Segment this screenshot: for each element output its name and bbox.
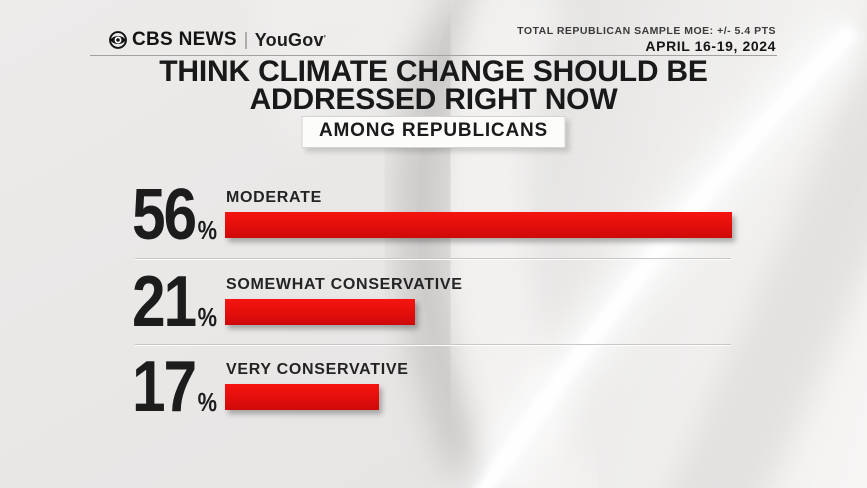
- title-line-2: ADDRESSED RIGHT NOW: [249, 83, 618, 116]
- value-label: 21 %: [132, 262, 218, 342]
- percent-sign: %: [197, 215, 218, 245]
- bar-somewhat-conservative: [225, 299, 415, 325]
- title-line-1: THINK CLIMATE CHANGE SHOULD BE: [159, 55, 708, 88]
- category-label: SOMEWHAT CONSERVATIVE: [226, 276, 463, 293]
- yougov-wordmark: YouGov: [254, 29, 324, 50]
- category-label: MODERATE: [226, 189, 322, 206]
- value-number: 21: [132, 262, 197, 342]
- row-divider: [135, 344, 731, 345]
- category-label: VERY CONSERVATIVE: [226, 361, 409, 378]
- yougov-trademark: ': [323, 34, 327, 45]
- cbs-eye-icon: [109, 31, 127, 49]
- subtitle-badge: AMONG REPUBLICANS: [301, 116, 566, 148]
- percent-sign: %: [197, 302, 218, 332]
- poll-date-range: APRIL 16-19, 2024: [645, 38, 776, 54]
- header-rule: [90, 55, 777, 56]
- page-title: THINK CLIMATE CHANGE SHOULD BE ADDRESSED…: [0, 55, 867, 116]
- value-label: 56 %: [132, 175, 218, 255]
- value-number: 56: [132, 175, 197, 255]
- bar-row-moderate: 56 % MODERATE: [132, 175, 775, 255]
- value-number: 17: [132, 347, 197, 427]
- bar-row-somewhat-conservative: 21 % SOMEWHAT CONSERVATIVE: [132, 262, 775, 342]
- percent-sign: %: [197, 387, 218, 417]
- brand-divider: [244, 31, 247, 49]
- bar-very-conservative: [225, 384, 379, 410]
- row-divider: [135, 258, 731, 259]
- sample-moe-note: TOTAL REPUBLICAN SAMPLE MOE: +/- 5.4 PTS: [517, 25, 776, 37]
- cbs-news-wordmark: CBS NEWS: [132, 29, 237, 50]
- brand-lockup: CBS NEWS YouGov ': [109, 29, 326, 51]
- sample-info: TOTAL REPUBLICAN SAMPLE MOE: +/- 5.4 PTS…: [517, 25, 776, 55]
- value-label: 17 %: [132, 347, 218, 427]
- bar-moderate: [225, 212, 732, 238]
- bar-row-very-conservative: 17 % VERY CONSERVATIVE: [132, 347, 775, 427]
